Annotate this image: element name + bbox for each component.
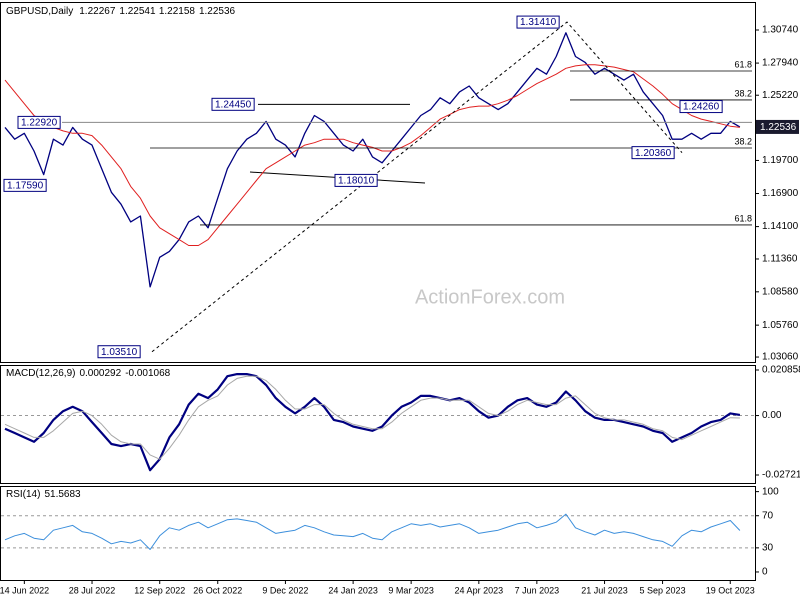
open: 1.22267 [79,6,116,17]
x-tick-label: 21 Jul 2023 [581,585,628,595]
price-panel [0,2,756,363]
macd-header: MACD(12,26,9) 0.000292 -0.001068 [6,368,171,379]
fib-label: 61.8 [734,59,752,69]
x-tick-label: 14 Jun 2022 [0,585,49,595]
price-marker-label: 1.22536 [760,122,797,133]
swing-line [151,21,683,353]
series-line [4,513,741,550]
pivot-box [97,345,141,359]
x-tick-label: 24 Apr 2023 [455,585,504,595]
pivot-label: 1.24450 [215,99,252,110]
pivot-label: 1.31410 [520,17,557,28]
close: 1.22536 [199,6,236,17]
pivot-label: 1.03510 [101,347,138,358]
signal-value: -0.001068 [125,368,170,379]
pivot-box [17,115,61,129]
macd-label: MACD(12,26,9) [6,368,75,379]
y-tick-label: 70 [762,510,774,521]
x-tick-label: 24 Jan 2023 [328,585,378,595]
macd-panel [0,365,756,484]
y-tick-label: 0.00 [762,410,782,421]
y-tick-label: 1.08580 [762,286,799,297]
low: 1.22158 [159,6,196,17]
x-tick-label: 7 Jun 2023 [515,585,560,595]
series-line [4,32,741,288]
pivot-label: 1.22920 [21,118,58,129]
x-tick-label: 19 Oct 2023 [706,585,755,595]
series-line [4,375,740,460]
y-tick-label: 0 [762,567,768,578]
series-line [4,64,740,246]
symbol: GBPUSD,Daily [6,6,73,17]
y-tick-label: 1.14100 [762,221,799,232]
y-tick-label: 30 [762,543,774,554]
pivot-label: 1.18010 [338,176,375,187]
y-tick-label: 1.30740 [762,25,799,36]
rsi-panel [0,486,756,581]
price-marker [756,119,799,134]
y-tick-label: 100 [762,486,779,497]
pivot-label: 1.20360 [635,148,672,159]
fib-label: 61.8 [734,213,752,223]
rsi-header: RSI(14) 51.5683 [6,489,81,500]
high: 1.22541 [119,6,156,17]
pivot-label: 1.24260 [683,102,720,113]
rsi-value: 51.5683 [44,489,81,500]
price-header: GBPUSD,Daily 1.22267 1.22541 1.22158 1.22536 [6,6,236,17]
macd-value: 0.000292 [79,368,121,379]
y-tick-label: 1.25220 [762,90,799,101]
y-tick-label: 1.05760 [762,320,799,331]
fib-label: 38.2 [734,136,752,146]
y-tick-label: 1.03060 [762,352,799,363]
pivot-box [516,15,560,29]
fib-label: 38.2 [734,88,752,98]
pivot-box [211,97,255,111]
pivot-label: 1.17590 [7,181,44,192]
y-tick-label: 1.11360 [762,254,798,265]
x-tick-label: 26 Oct 2022 [193,585,242,595]
y-tick-label: 1.27940 [762,58,799,69]
pivot-box [3,178,47,192]
rsi-label: RSI(14) [6,489,40,500]
pivot-box [631,146,675,160]
y-tick-label: 0.020858 [762,365,800,376]
x-tick-label: 9 Mar 2023 [388,585,434,595]
y-tick-label: -0.027213 [762,470,800,481]
x-tick-label: 5 Sep 2023 [640,585,686,595]
y-tick-label: 1.19700 [762,155,799,166]
series-line [4,373,741,472]
x-tick-label: 9 Dec 2022 [262,585,308,595]
pivot-box [334,173,378,187]
pivot-box [679,100,723,114]
x-tick-label: 28 Jul 2022 [69,585,116,595]
watermark: ActionForex.com [415,286,565,308]
y-tick-label: 1.16900 [762,188,799,199]
x-tick-label: 12 Sep 2022 [134,585,185,595]
